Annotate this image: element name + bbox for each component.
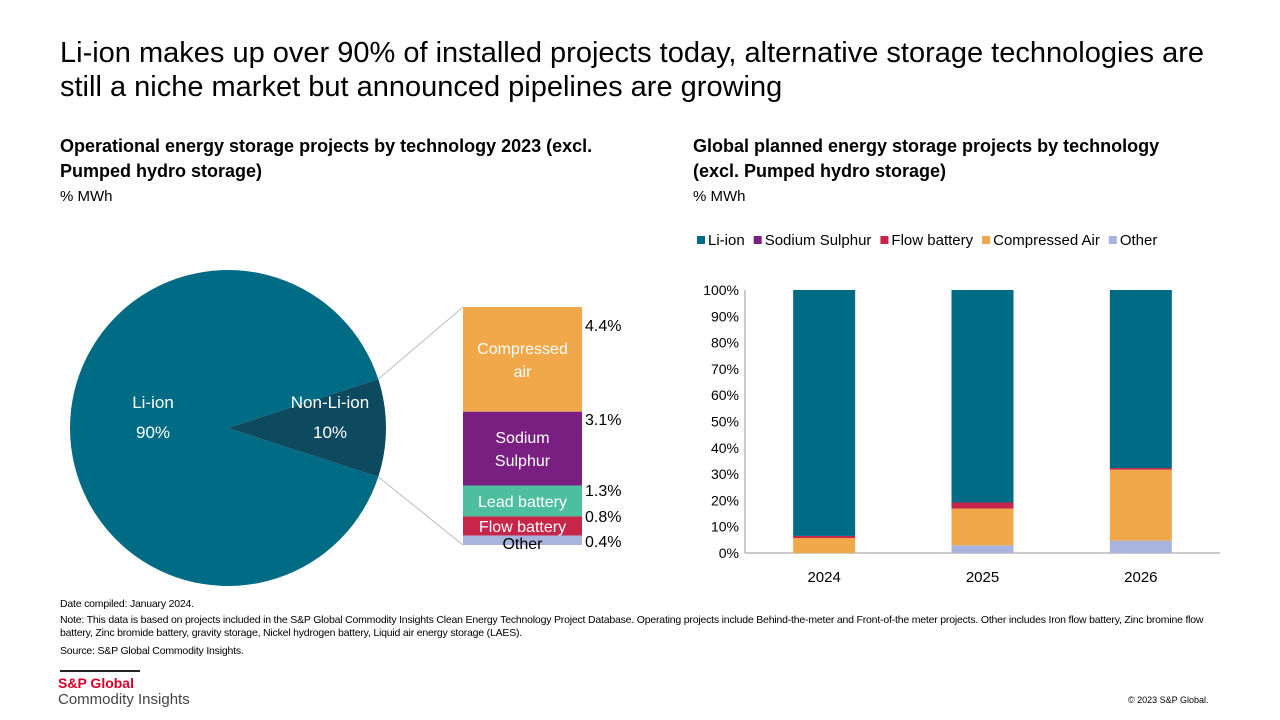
logo-sp-global: S&P Global: [58, 675, 134, 691]
breakdown-value: 1.3%: [585, 483, 621, 500]
breakdown-label: Flow battery: [479, 519, 566, 536]
pie-chart-title: Operational energy storage projects by t…: [60, 136, 593, 181]
slide-title: Li-ion makes up over 90% of installed pr…: [60, 37, 1204, 103]
pie-label-value: 10%: [313, 423, 347, 442]
y-tick-label: 0%: [719, 545, 739, 561]
pie-slice-non-li-ion: [228, 379, 387, 477]
pie-chart: Li-ion 90% Non-Li-ion 10% Compressed air 4.4% S…: [70, 270, 621, 586]
connector-line-bottom: [377, 476, 464, 546]
bar-segment-flow-battery: [793, 535, 856, 539]
y-tick-label: 100%: [703, 282, 739, 298]
bar-chart-title: Global planned energy storage projects b…: [693, 136, 1160, 181]
breakdown-value: 0.4%: [585, 534, 621, 551]
legend-swatch: [982, 236, 991, 244]
pie-slice-li-ion: [70, 270, 379, 586]
breakdown-label: air: [514, 364, 532, 381]
breakdown-label: Sulphur: [495, 453, 551, 470]
bar-chart-unit: % MWh: [693, 188, 746, 205]
pie-label-name: Li-ion: [132, 393, 174, 412]
bar-segment-li-ion: [1109, 290, 1172, 469]
y-tick-label: 60%: [711, 387, 739, 403]
logo-rule: [60, 670, 140, 672]
y-tick-label: 90%: [711, 308, 739, 324]
breakdown-label: Lead battery: [478, 494, 567, 511]
legend-swatch: [697, 236, 705, 244]
legend-label: Li-ion: [708, 232, 745, 249]
legend-swatch: [753, 236, 762, 244]
x-tick-label: 2024: [807, 569, 840, 586]
breakdown-label: Compressed: [477, 341, 568, 358]
bar-segment-compressed-air: [1109, 469, 1172, 541]
pie-label-name: Non-Li-ion: [291, 393, 369, 412]
legend-label: Sodium Sulphur: [765, 232, 872, 249]
y-tick-label: 30%: [711, 466, 739, 482]
bar-segment-flow-battery: [1109, 468, 1172, 470]
y-tick-label: 20%: [711, 492, 739, 508]
breakdown-label: Sodium: [495, 430, 549, 447]
date-compiled: Date compiled: January 2024.: [60, 598, 194, 610]
y-tick-label: 40%: [711, 440, 739, 456]
x-tick-label: 2025: [966, 569, 999, 586]
logo-commodity-insights: Commodity Insights: [58, 691, 190, 708]
breakdown-segment-flow-battery: [463, 516, 582, 536]
x-tick-label: 2026: [1124, 569, 1157, 586]
breakdown-label: Other: [502, 536, 543, 553]
y-tick-label: 50%: [711, 414, 739, 430]
legend-label: Compressed Air: [993, 232, 1100, 249]
source: Source: S&P Global Commodity Insights.: [60, 645, 244, 657]
breakdown-segment-compressed-air: [463, 307, 582, 412]
y-tick-label: 10%: [711, 519, 739, 535]
y-tick-label: 70%: [711, 361, 739, 377]
legend-label: Flow battery: [891, 232, 973, 249]
pie-chart-unit: % MWh: [60, 188, 113, 205]
bar-segment-li-ion: [951, 290, 1014, 503]
breakdown-value: 4.4%: [585, 318, 621, 335]
legend-swatch: [880, 236, 889, 244]
stacked-bar-chart: 0% 10% 20% 30% 40% 50% 60% 70% 80% 90% 100% 2024 202…: [697, 232, 1220, 586]
breakdown-value: 0.8%: [585, 509, 621, 526]
breakdown-segment-sodium-sulphur: [463, 411, 582, 486]
pie-label-value: 90%: [136, 423, 170, 442]
footnote: Note: This data is based on projects inc…: [60, 614, 1204, 639]
bar-segment-flow-battery: [951, 502, 1014, 509]
legend-swatch: [1108, 236, 1117, 244]
legend-label: Other: [1120, 232, 1158, 249]
y-tick-label: 80%: [711, 335, 739, 351]
bar-segment-compressed-air: [951, 508, 1014, 546]
breakdown-value: 3.1%: [585, 412, 621, 429]
bar-segment-other: [1109, 540, 1172, 553]
bar-segment-compressed-air: [793, 538, 856, 553]
connector-line-top: [377, 306, 464, 380]
breakdown-segment-other: [463, 535, 582, 545]
bar-segment-li-ion: [793, 290, 856, 536]
copyright: © 2023 S&P Global.: [1128, 695, 1209, 705]
bar-segment-other: [951, 545, 1014, 553]
breakdown-segment-lead-battery: [463, 485, 582, 517]
